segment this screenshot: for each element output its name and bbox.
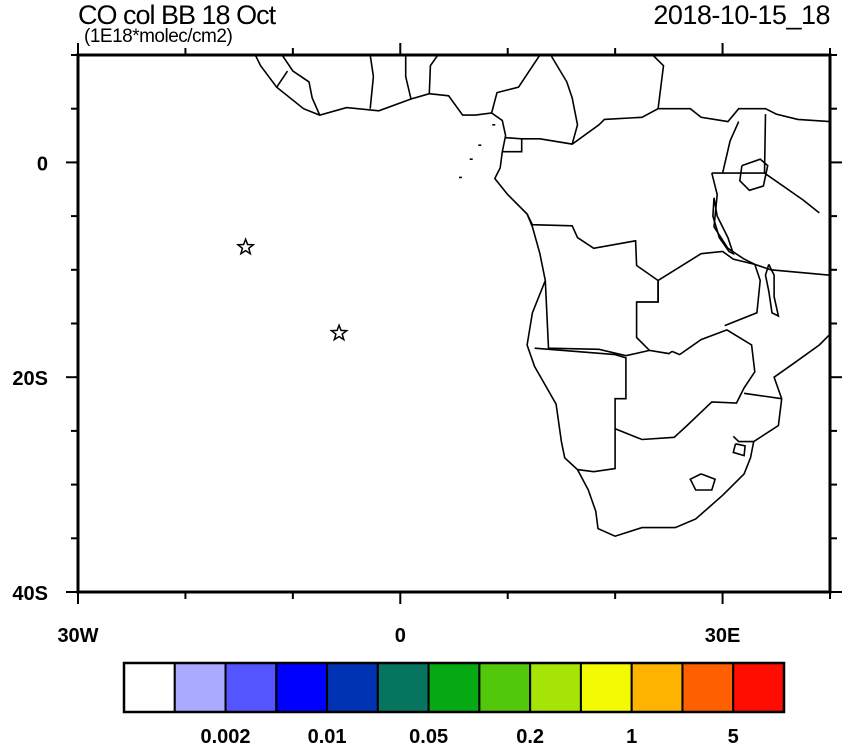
- star-marker: [235, 237, 256, 256]
- country-border: [743, 392, 782, 400]
- colorbar-label: 0.05: [409, 726, 448, 747]
- country-border: [428, 55, 439, 94]
- colorbar-label: 5: [728, 726, 739, 747]
- colorbar-box: [630, 662, 684, 713]
- colorbar-box: [427, 662, 481, 713]
- plot-title: CO col BB 18 Oct: [78, 0, 276, 30]
- country-border: [534, 347, 627, 473]
- colorbar-box: [123, 662, 176, 713]
- country-border: [369, 55, 375, 109]
- colorbar-label: 0.2: [516, 726, 544, 747]
- lon-label: 30W: [57, 625, 98, 647]
- country-border: [636, 250, 762, 327]
- lon-label: 0: [395, 625, 406, 647]
- colorbar-box: [478, 662, 532, 713]
- lat-label: 40S: [12, 583, 48, 605]
- country-border: [721, 121, 740, 174]
- map-features: [254, 55, 830, 538]
- colorbar-box: [326, 662, 379, 713]
- country-border: [276, 70, 289, 88]
- colorbar-box: [529, 662, 582, 713]
- country-border: [526, 213, 673, 355]
- lake-malawi: [764, 264, 780, 318]
- units-label: (1E18*molec/cm2): [84, 26, 233, 47]
- country-border: [505, 107, 830, 145]
- country-border: [652, 55, 665, 109]
- country-border: [544, 280, 650, 357]
- lon-label: 30E: [705, 625, 741, 647]
- colorbar-box: [376, 662, 430, 713]
- country-border: [711, 172, 830, 276]
- star-marker: [329, 323, 349, 342]
- lat-label: 0: [37, 153, 48, 175]
- country-border: [614, 329, 756, 441]
- colorbar-box: [173, 662, 227, 713]
- colorbar-box: [579, 662, 633, 713]
- colorbar-frame: [122, 661, 786, 714]
- lake-victoria: [738, 158, 769, 192]
- coastline: [254, 55, 830, 538]
- map-frame: [76, 53, 832, 594]
- colorbar-label: 1: [626, 726, 637, 747]
- country-border: [732, 435, 754, 443]
- country-border: [404, 55, 412, 100]
- lat-label: 20S: [12, 368, 48, 390]
- country-border: [689, 473, 717, 491]
- colorbar-box: [275, 662, 329, 713]
- country-border: [281, 55, 321, 116]
- colorbar-box: [732, 662, 786, 713]
- country-border: [550, 55, 579, 145]
- valid-time: 2018-10-15_18: [653, 0, 830, 30]
- colorbar-box: [681, 662, 735, 713]
- lake-tanganyika: [712, 197, 735, 256]
- colorbar-label: 0.002: [201, 726, 251, 747]
- colorbar-box: [224, 662, 278, 713]
- country-border: [732, 443, 746, 457]
- colorbar-label: 0.01: [308, 726, 347, 747]
- country-border: [502, 138, 523, 153]
- country-border: [490, 55, 541, 114]
